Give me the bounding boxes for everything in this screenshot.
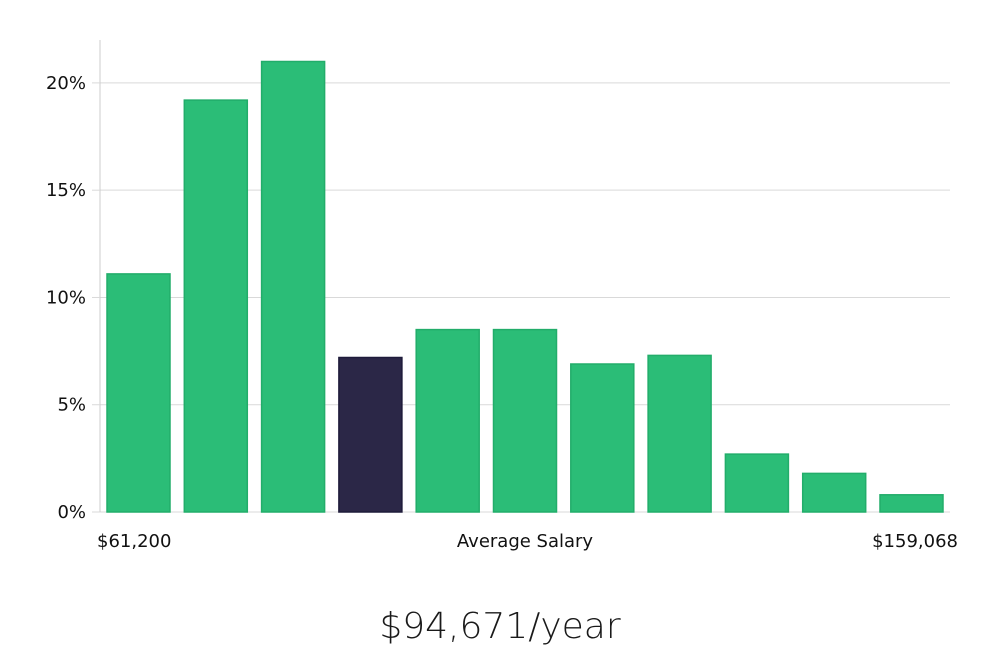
bar-highlighted bbox=[338, 356, 403, 513]
x-axis-min-label: $61,200 bbox=[97, 531, 171, 552]
bar bbox=[183, 99, 249, 513]
bar bbox=[415, 328, 480, 513]
x-axis-title: Average Salary bbox=[457, 531, 594, 552]
bar bbox=[492, 328, 558, 513]
bar bbox=[801, 472, 867, 513]
bars bbox=[106, 60, 944, 513]
bar bbox=[647, 354, 712, 513]
y-tick-label: 20% bbox=[46, 73, 86, 94]
y-tick-label: 15% bbox=[46, 180, 86, 201]
average-salary-headline: $94,671/year bbox=[379, 606, 621, 647]
y-tick-label: 5% bbox=[57, 395, 86, 416]
bar bbox=[879, 494, 944, 513]
y-tick-label: 0% bbox=[57, 502, 86, 523]
bar bbox=[570, 363, 635, 513]
bar bbox=[724, 453, 790, 513]
bar bbox=[260, 60, 326, 513]
y-tick-label: 10% bbox=[46, 287, 86, 308]
bar bbox=[106, 273, 171, 513]
x-axis-max-label: $159,068 bbox=[872, 531, 958, 552]
y-axis-ticks: 0% 5% 10% 15% 20% bbox=[46, 73, 100, 523]
